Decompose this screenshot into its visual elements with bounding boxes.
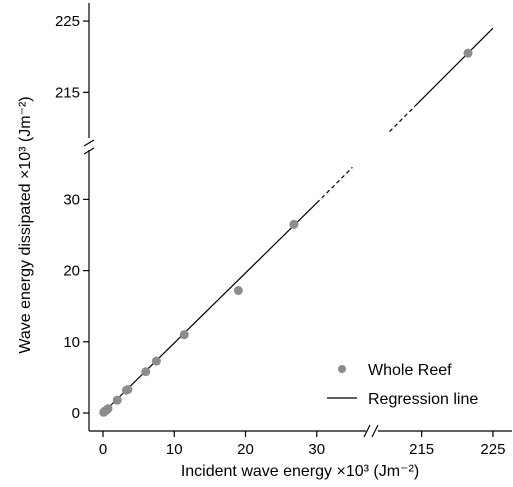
data-point — [141, 367, 151, 377]
y-axis-title: Wave energy dissipated ×10³ (Jm⁻²) — [17, 96, 34, 353]
y-tick-label: 20 — [63, 263, 80, 280]
regression-segment — [316, 166, 353, 204]
data-point — [289, 219, 299, 229]
y-tick-label: 30 — [63, 191, 80, 208]
y-break-mark — [83, 147, 95, 155]
y-tick-label: 10 — [63, 334, 80, 351]
y-tick-label: 0 — [72, 405, 80, 422]
x-tick-label: 0 — [99, 441, 107, 458]
x-tick-label: 30 — [308, 441, 325, 458]
y-tick-label: 215 — [55, 84, 80, 101]
regression-segment — [102, 202, 318, 414]
x-tick-label: 10 — [166, 441, 183, 458]
x-tick-label: 225 — [480, 441, 505, 458]
x-break-mark — [371, 424, 379, 438]
axes — [83, 3, 512, 438]
data-point — [179, 330, 189, 340]
regression-segment — [389, 106, 415, 132]
data-point — [103, 404, 113, 414]
data-points — [99, 48, 473, 417]
x-break-mark — [363, 424, 371, 438]
regression-segment — [414, 27, 494, 108]
data-point — [123, 385, 133, 395]
x-tick-label: 215 — [409, 441, 434, 458]
data-point — [151, 356, 161, 366]
legend: Whole Reef Regression line — [327, 362, 478, 408]
y-tick-label: 225 — [55, 13, 80, 30]
legend-label-whole-reef: Whole Reef — [368, 362, 452, 379]
y-break-mark — [83, 139, 95, 147]
ticks: 0 10 20 30 215 225 0 10 20 30 215 225 — [55, 13, 505, 458]
legend-point-marker — [338, 365, 346, 373]
legend-label-regression-line: Regression line — [368, 391, 478, 408]
data-point — [463, 48, 473, 58]
data-point — [112, 395, 122, 405]
x-tick-label: 20 — [237, 441, 254, 458]
data-point — [233, 286, 243, 296]
x-axis-title: Incident wave energy ×10³ (Jm⁻²) — [181, 463, 419, 480]
regression-line — [102, 27, 494, 414]
